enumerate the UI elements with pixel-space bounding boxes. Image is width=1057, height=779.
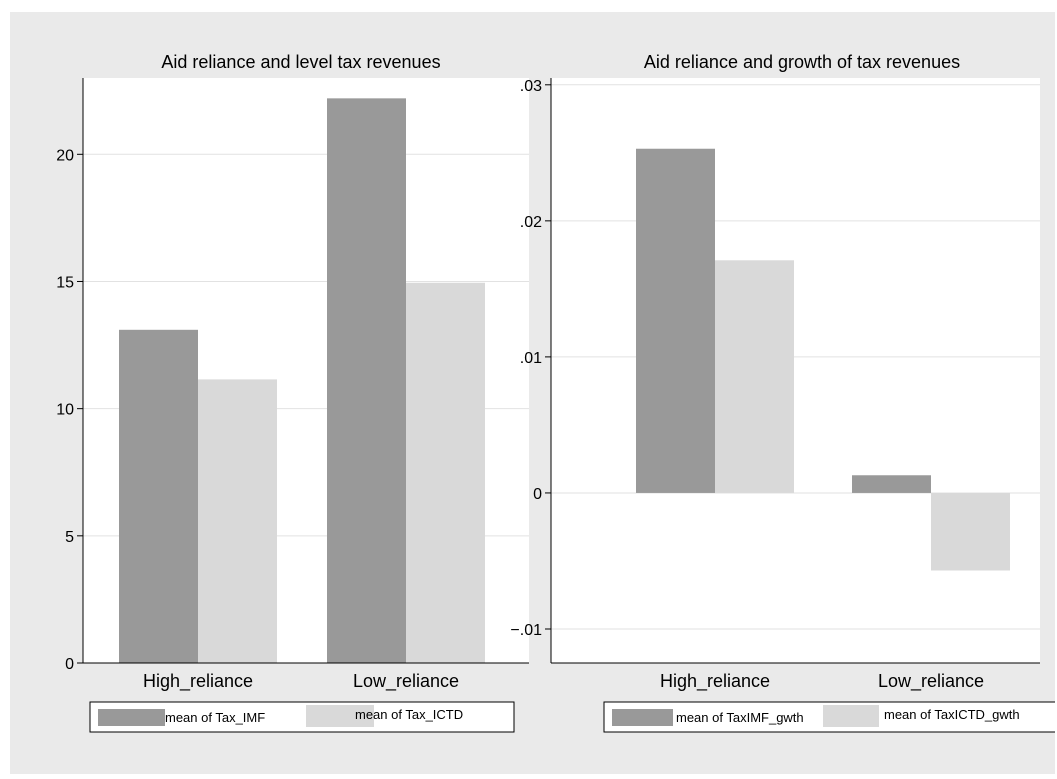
- panel-2-legend-swatch-2: [823, 705, 879, 727]
- panel-2-plot-area: [551, 78, 1040, 663]
- panel-1-bar-2-high-reliance: [198, 379, 277, 663]
- panel-2-y-tick-label: 0: [533, 486, 542, 503]
- panel-2-legend-label-1: mean of TaxIMF_gwth: [676, 710, 804, 725]
- chart-svg: Aid reliance and level tax revenues 0 5 10 1…: [56, 52, 1057, 733]
- panel-2-bar-2-low-reliance: [931, 492, 1010, 571]
- panel-2-bar-2-high-reliance: [715, 260, 794, 493]
- panel-2-bar-1-low-reliance: [852, 475, 931, 493]
- panel-2-y-tick-label: .03: [520, 78, 542, 95]
- panel-1-legend-label-2: mean of Tax_ICTD: [355, 707, 463, 722]
- panel-1-x-tick-label: Low_reliance: [353, 671, 459, 692]
- panel-2-x-tick-label: Low_reliance: [878, 671, 984, 692]
- panel-1-legend-label-1: mean of Tax_IMF: [165, 710, 265, 725]
- panel-1-bar-2-low-reliance: [406, 282, 485, 663]
- panel-1-y-tick-label: 5: [65, 529, 74, 546]
- panel-1-x-tick-label: High_reliance: [143, 671, 253, 692]
- chart-figure: Aid reliance and level tax revenues 0 5 10 1…: [10, 12, 1057, 774]
- panel-2-y-tick-label: .02: [520, 214, 542, 231]
- panel-2-legend-swatch-1: [612, 709, 673, 726]
- panel-2-legend-label-2: mean of TaxICTD_gwth: [884, 707, 1020, 722]
- panel-1-y-tick-label: 10: [56, 402, 74, 419]
- panel-1-bar-1-low-reliance: [327, 98, 406, 663]
- panel-2-title: Aid reliance and growth of tax revenues: [644, 52, 960, 72]
- panel-1-y-tick-label: 15: [56, 274, 74, 291]
- panel-1-bar-1-high-reliance: [119, 329, 198, 663]
- panel-2-bar-1-high-reliance: [636, 148, 715, 493]
- panel-2-y-tick-label: .01: [520, 350, 542, 367]
- panel-1-legend-swatch-2: [306, 705, 374, 727]
- panel-1-legend-swatch-1: [98, 709, 165, 726]
- panel-1-y-tick-label: 20: [56, 147, 74, 164]
- panel-1-y-tick-label: 0: [65, 656, 74, 673]
- panel-2-y-tick-label: −.01: [510, 622, 542, 639]
- panel-1-title: Aid reliance and level tax revenues: [161, 52, 440, 72]
- panel-2-x-tick-label: High_reliance: [660, 671, 770, 692]
